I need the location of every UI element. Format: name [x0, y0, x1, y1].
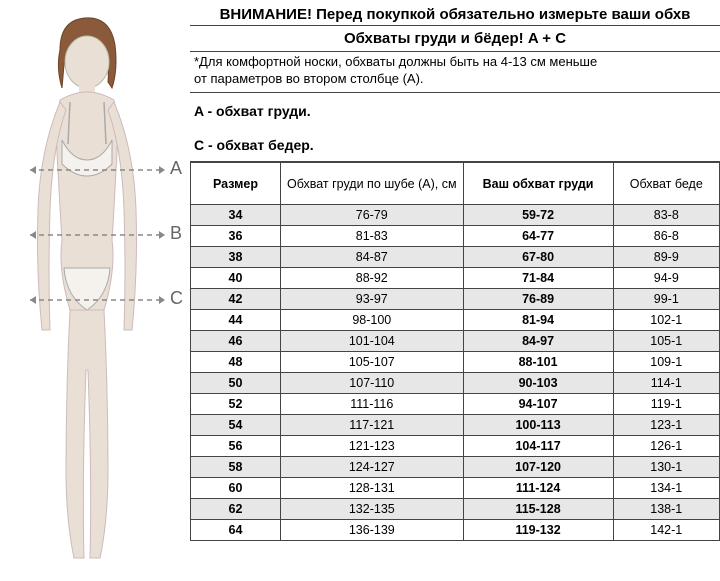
body-figure	[0, 10, 190, 570]
cell-coat-bust: 107-110	[281, 373, 464, 394]
cell-size: 54	[191, 415, 281, 436]
cell-your-bust: 119-132	[463, 520, 613, 541]
cell-hip: 94-9	[613, 268, 719, 289]
cell-your-bust: 76-89	[463, 289, 613, 310]
cell-coat-bust: 136-139	[281, 520, 464, 541]
cell-hip: 109-1	[613, 352, 719, 373]
measure-label-a: A	[170, 158, 182, 179]
cell-coat-bust: 101-104	[281, 331, 464, 352]
cell-size: 62	[191, 499, 281, 520]
cell-hip: 83-8	[613, 205, 719, 226]
cell-coat-bust: 81-83	[281, 226, 464, 247]
cell-coat-bust: 98-100	[281, 310, 464, 331]
table-header-row: Размер Обхват груди по шубе (A), см Ваш …	[191, 163, 720, 205]
cell-coat-bust: 124-127	[281, 457, 464, 478]
cell-your-bust: 81-94	[463, 310, 613, 331]
table-row: 56121-123104-117126-1	[191, 436, 720, 457]
cell-coat-bust: 117-121	[281, 415, 464, 436]
headline-1: ВНИМАНИЕ! Перед покупкой обязательно изм…	[190, 0, 720, 26]
cell-size: 44	[191, 310, 281, 331]
cell-hip: 102-1	[613, 310, 719, 331]
table-row: 54117-121100-113123-1	[191, 415, 720, 436]
cell-size: 58	[191, 457, 281, 478]
cell-your-bust: 115-128	[463, 499, 613, 520]
cell-size: 40	[191, 268, 281, 289]
cell-your-bust: 111-124	[463, 478, 613, 499]
cell-coat-bust: 105-107	[281, 352, 464, 373]
section-a-label: A - обхват груди.	[190, 93, 720, 127]
cell-size: 42	[191, 289, 281, 310]
table-row: 60128-131111-124134-1	[191, 478, 720, 499]
table-row: 52111-11694-107119-1	[191, 394, 720, 415]
cell-hip: 119-1	[613, 394, 719, 415]
cell-your-bust: 100-113	[463, 415, 613, 436]
th-hip: Обхват беде	[613, 163, 719, 205]
cell-size: 56	[191, 436, 281, 457]
cell-size: 46	[191, 331, 281, 352]
cell-size: 34	[191, 205, 281, 226]
cell-coat-bust: 84-87	[281, 247, 464, 268]
cell-coat-bust: 88-92	[281, 268, 464, 289]
table-row: 48105-10788-101109-1	[191, 352, 720, 373]
table-row: 4498-10081-94102-1	[191, 310, 720, 331]
cell-size: 36	[191, 226, 281, 247]
cell-hip: 99-1	[613, 289, 719, 310]
table-row: 64136-139119-132142-1	[191, 520, 720, 541]
cell-coat-bust: 93-97	[281, 289, 464, 310]
cell-coat-bust: 111-116	[281, 394, 464, 415]
table-row: 50107-11090-103114-1	[191, 373, 720, 394]
cell-coat-bust: 121-123	[281, 436, 464, 457]
cell-your-bust: 67-80	[463, 247, 613, 268]
cell-hip: 134-1	[613, 478, 719, 499]
table-row: 4088-9271-8494-9	[191, 268, 720, 289]
cell-size: 52	[191, 394, 281, 415]
cell-coat-bust: 76-79	[281, 205, 464, 226]
cell-size: 64	[191, 520, 281, 541]
cell-hip: 86-8	[613, 226, 719, 247]
table-row: 3681-8364-7786-8	[191, 226, 720, 247]
table-row: 62132-135115-128138-1	[191, 499, 720, 520]
table-row: 3476-7959-7283-8	[191, 205, 720, 226]
body-figure-panel: A B C	[0, 0, 190, 581]
cell-your-bust: 84-97	[463, 331, 613, 352]
th-your-bust: Ваш обхват груди	[463, 163, 613, 205]
cell-size: 38	[191, 247, 281, 268]
cell-hip: 142-1	[613, 520, 719, 541]
cell-hip: 138-1	[613, 499, 719, 520]
table-row: 4293-9776-8999-1	[191, 289, 720, 310]
headline-2: Обхваты груди и бёдер! A + C	[190, 26, 720, 51]
cell-hip: 89-9	[613, 247, 719, 268]
cell-your-bust: 59-72	[463, 205, 613, 226]
cell-your-bust: 71-84	[463, 268, 613, 289]
note-line-1: *Для комфортной носки, обхваты должны бы…	[190, 51, 720, 71]
table-row: 3884-8767-8089-9	[191, 247, 720, 268]
cell-size: 60	[191, 478, 281, 499]
measure-label-b: B	[170, 223, 182, 244]
cell-hip: 126-1	[613, 436, 719, 457]
cell-hip: 114-1	[613, 373, 719, 394]
cell-your-bust: 107-120	[463, 457, 613, 478]
table-row: 46101-10484-97105-1	[191, 331, 720, 352]
section-c-label: C - обхват бедер.	[190, 127, 720, 162]
cell-hip: 130-1	[613, 457, 719, 478]
th-coat-bust: Обхват груди по шубе (A), см	[281, 163, 464, 205]
cell-your-bust: 64-77	[463, 226, 613, 247]
cell-your-bust: 94-107	[463, 394, 613, 415]
content-panel: ВНИМАНИЕ! Перед покупкой обязательно изм…	[190, 0, 720, 581]
cell-coat-bust: 132-135	[281, 499, 464, 520]
measure-label-c: C	[170, 288, 183, 309]
cell-hip: 123-1	[613, 415, 719, 436]
cell-size: 48	[191, 352, 281, 373]
note-line-2: от параметров во втором столбце (A).	[190, 71, 720, 93]
th-size: Размер	[191, 163, 281, 205]
cell-hip: 105-1	[613, 331, 719, 352]
cell-your-bust: 88-101	[463, 352, 613, 373]
size-table: Размер Обхват груди по шубе (A), см Ваш …	[190, 162, 720, 541]
cell-your-bust: 104-117	[463, 436, 613, 457]
table-row: 58124-127107-120130-1	[191, 457, 720, 478]
cell-your-bust: 90-103	[463, 373, 613, 394]
cell-coat-bust: 128-131	[281, 478, 464, 499]
cell-size: 50	[191, 373, 281, 394]
